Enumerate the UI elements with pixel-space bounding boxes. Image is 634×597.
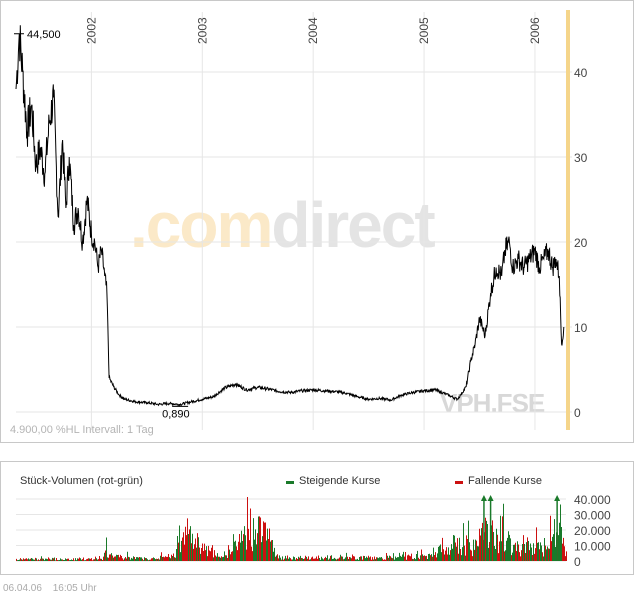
falling-legend-label: Fallende Kurse — [468, 475, 542, 487]
y-tick-label-3: 30 — [574, 151, 588, 165]
price-line — [15, 25, 565, 408]
x-tick-label-4: 2006 — [528, 17, 542, 44]
vol-tick-label-2: 20.000 — [574, 524, 611, 538]
volume-title: Stück-Volumen (rot-grün) — [20, 475, 143, 487]
overflow-arrow-0 — [480, 495, 487, 501]
price-chart-panel — [0, 0, 634, 443]
footer-date: 06.04.06 — [3, 583, 42, 594]
y-tick-label-2: 20 — [574, 236, 588, 250]
x-tick-label-3: 2005 — [417, 17, 431, 44]
comdirect-watermark: .comdirect — [130, 188, 436, 262]
low-label: 0,890 — [162, 408, 190, 420]
falling-legend-swatch — [455, 481, 463, 484]
vol-tick-label-3: 30.000 — [574, 509, 611, 523]
footer-time: 16:05 Uhr — [52, 583, 97, 594]
watermark-part1: .com — [130, 189, 273, 261]
watermark-part2: direct — [271, 189, 435, 261]
vol-tick-label-1: 10.000 — [574, 540, 611, 554]
current-date-marker — [566, 10, 570, 430]
footer: 06.04.06 16:05 Uhr — [3, 583, 105, 594]
vol-tick-label-0: 0 — [574, 555, 581, 569]
symbol-label: VPH.FSE — [440, 388, 545, 418]
x-tick-label-2: 2004 — [306, 17, 320, 44]
price-chart: 0 10 20 30 40 2002 2003 2004 2005 2006 44,500 0,890 — [14, 10, 588, 430]
x-tick-label-1: 2003 — [195, 17, 209, 44]
high-label: 44,500 — [27, 29, 61, 41]
vol-tick-label-4: 40.000 — [574, 493, 611, 507]
y-tick-label-4: 40 — [574, 66, 588, 80]
rising-legend-swatch — [286, 481, 294, 484]
overflow-arrow-1 — [487, 495, 494, 501]
overflow-arrow-2 — [554, 495, 561, 501]
info-text: 4.900,00 %HL Intervall: 1 Tag — [10, 424, 154, 436]
y-tick-label-1: 10 — [574, 321, 588, 335]
y-tick-label-0: 0 — [574, 406, 581, 420]
x-tick-label-0: 2002 — [84, 17, 98, 44]
rising-legend-label: Steigende Kurse — [299, 475, 381, 487]
